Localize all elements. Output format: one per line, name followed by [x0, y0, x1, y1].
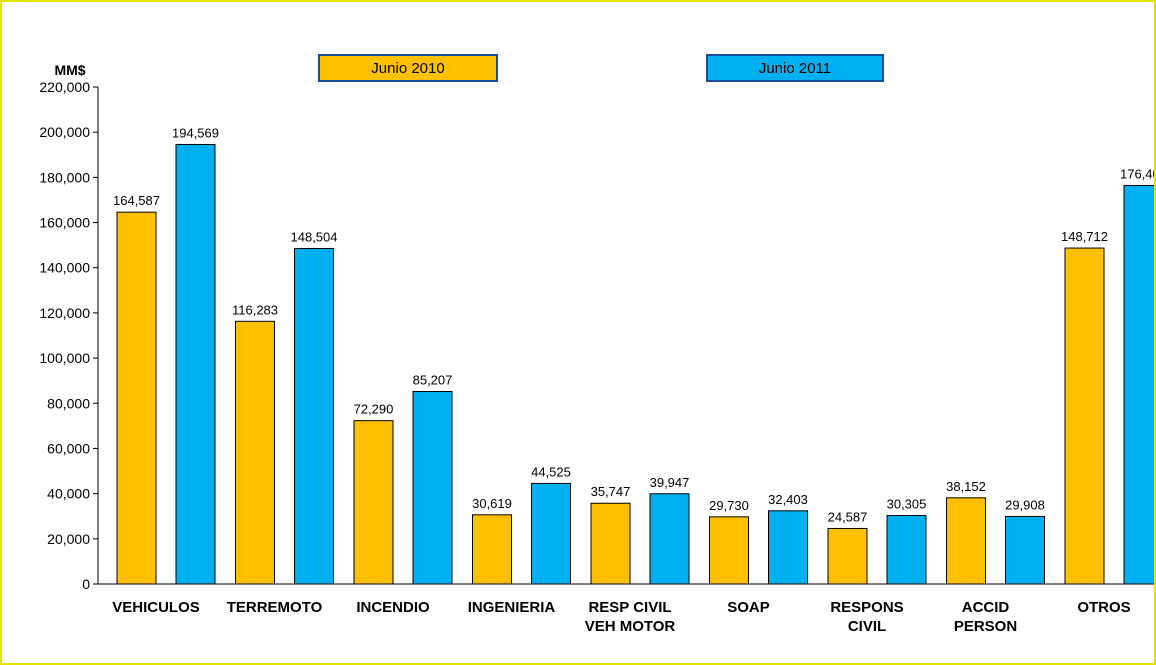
legend-junio-2011: Junio 2011 — [706, 54, 884, 82]
legend-label-junio-2011: Junio 2011 — [758, 59, 832, 77]
data-label: 30,305 — [887, 497, 927, 512]
y-tick-label: 100,000 — [39, 350, 90, 366]
data-label: 35,747 — [591, 484, 631, 499]
category-label: SOAP — [727, 599, 770, 616]
bar-junio-2010 — [590, 502, 631, 585]
bar-junio-2011 — [294, 248, 334, 585]
bar-junio-2011 — [649, 493, 690, 585]
data-label: 72,290 — [354, 402, 394, 417]
data-label: 29,908 — [1005, 497, 1045, 512]
data-label: 85,207 — [413, 373, 453, 388]
bar-junio-2011 — [175, 143, 216, 585]
category-label: TERREMOTO — [227, 599, 323, 616]
data-label: 30,619 — [472, 496, 512, 511]
bar-junio-2010 — [827, 527, 868, 585]
data-label: 29,730 — [709, 498, 749, 513]
bar-junio-2010 — [235, 320, 275, 585]
data-label: 148,712 — [1061, 229, 1108, 244]
y-tick-label: 220,000 — [39, 79, 90, 95]
y-tick-label: 20,000 — [47, 531, 90, 547]
legend-junio-2010: Junio 2010 — [318, 54, 498, 82]
legend-label-junio-2010: Junio 2010 — [371, 59, 445, 77]
bar-junio-2011 — [1123, 184, 1154, 585]
y-tick-label: 80,000 — [47, 395, 90, 411]
category-label: OTROS — [1077, 599, 1130, 616]
category-label: RESP CIVIL — [588, 599, 671, 616]
y-tick-label: 180,000 — [39, 169, 90, 185]
y-axis-title: MM$ — [54, 62, 85, 78]
bar-junio-2011 — [1005, 515, 1045, 585]
y-tick-label: 200,000 — [39, 124, 90, 140]
category-label: VEHICULOS — [112, 599, 200, 616]
y-tick-label: 140,000 — [39, 260, 90, 276]
y-tick-label: 160,000 — [39, 215, 90, 231]
y-tick-label: 0 — [82, 576, 90, 592]
category-label: PERSON — [954, 618, 1017, 635]
data-label: 24,587 — [828, 509, 868, 524]
category-label: RESPONS — [830, 599, 903, 616]
category-label: INCENDIO — [356, 599, 430, 616]
bar-junio-2011 — [412, 391, 453, 585]
bar-junio-2010 — [1064, 247, 1105, 585]
data-label: 176,407 — [1120, 166, 1156, 181]
bar-junio-2011 — [531, 482, 571, 585]
y-tick-label: 40,000 — [47, 486, 90, 502]
bar-junio-2010 — [353, 420, 394, 585]
category-label: VEH MOTOR — [585, 618, 676, 635]
data-label: 39,947 — [650, 475, 690, 490]
bar-junio-2010 — [472, 514, 512, 585]
data-label: 116,283 — [232, 302, 278, 317]
bar-junio-2010 — [946, 497, 986, 585]
data-label: 44,525 — [531, 464, 571, 479]
y-tick-label: 60,000 — [47, 440, 90, 456]
y-tick-label: 120,000 — [39, 305, 90, 321]
category-label: INGENIERIA — [468, 599, 556, 616]
category-label: CIVIL — [848, 618, 886, 635]
bar-junio-2010 — [709, 516, 749, 585]
data-label: 148,504 — [291, 230, 338, 245]
bar-junio-2011 — [886, 515, 927, 585]
bar-junio-2010 — [116, 211, 157, 585]
bar-junio-2011 — [768, 510, 808, 585]
data-label: 38,152 — [946, 479, 986, 494]
data-label: 32,403 — [768, 492, 808, 507]
data-label: 164,587 — [113, 193, 160, 208]
category-label: ACCID — [962, 599, 1010, 616]
data-label: 194,569 — [172, 125, 219, 140]
